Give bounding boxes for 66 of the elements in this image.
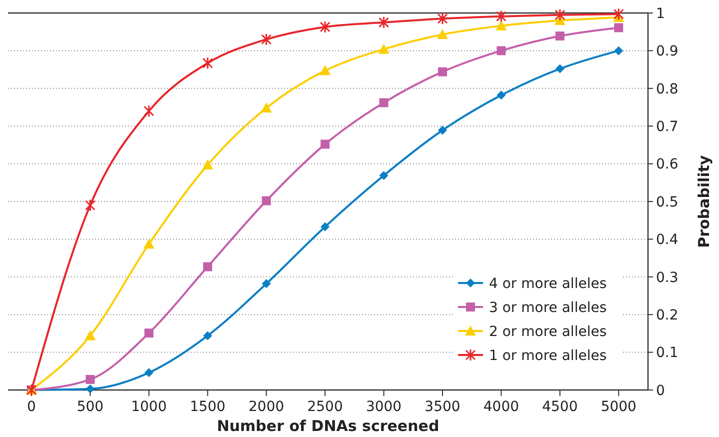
point [555, 31, 564, 40]
x-tick-label: 3500 [424, 399, 460, 415]
y-tick-label: 0.6 [656, 156, 678, 173]
point [614, 46, 624, 56]
x-tick-label: 2500 [307, 399, 343, 415]
point [144, 328, 154, 338]
point [320, 65, 331, 76]
point [438, 67, 447, 76]
legend-label: 4 or more alleles [489, 276, 607, 292]
point [86, 374, 95, 384]
point [261, 33, 272, 46]
point [144, 104, 154, 118]
point [320, 20, 330, 34]
legend-label: 2 or more alleles [489, 324, 607, 340]
x-tick-label: 1500 [190, 399, 226, 415]
y-tick-label: 0.3 [656, 270, 678, 286]
x-tick-label: 0 [27, 399, 36, 415]
point [436, 28, 448, 39]
point [262, 279, 271, 288]
point [614, 23, 624, 32]
point [144, 368, 154, 378]
point [320, 140, 330, 149]
legend-label: 1 or more alleles [489, 348, 607, 364]
point [437, 12, 448, 25]
y-tick-label: 0 [656, 382, 665, 399]
legend-label: 3 or more alleles [489, 300, 607, 316]
point [496, 20, 507, 30]
y-tick-label: 0.1 [656, 345, 678, 362]
point [260, 102, 272, 113]
point [262, 196, 271, 206]
y-tick-label: 0.7 [656, 119, 678, 135]
y-tick-label: 0.5 [656, 194, 678, 210]
y-tick-label: 0.8 [656, 81, 678, 98]
point [554, 8, 566, 22]
y-tick-label: 0.4 [656, 232, 678, 248]
point [496, 46, 506, 56]
x-axis-title: Number of DNAs screened [216, 417, 440, 435]
point [378, 44, 390, 54]
point [613, 8, 624, 20]
point [203, 331, 212, 340]
point [438, 126, 447, 135]
point [202, 56, 213, 70]
x-tick-label: 5000 [600, 399, 636, 415]
y-axis-title: Probability [695, 154, 713, 248]
point [143, 238, 154, 249]
point [202, 159, 214, 170]
point [496, 90, 506, 100]
x-tick-label: 4000 [483, 399, 520, 415]
y-tick-label: 0.9 [656, 44, 678, 60]
point [84, 330, 96, 340]
point [203, 262, 212, 272]
point [86, 384, 95, 394]
point [84, 199, 96, 212]
point [496, 10, 506, 23]
x-tick-label: 1000 [131, 399, 167, 415]
x-tick-label: 2000 [248, 399, 284, 415]
point [379, 98, 388, 108]
x-tick-label: 4500 [542, 399, 578, 415]
point [378, 16, 390, 29]
point [320, 222, 330, 232]
y-tick-label: 0.2 [656, 308, 678, 324]
x-tick-label: 500 [76, 399, 104, 415]
point [555, 64, 564, 74]
y-tick-label: 1 [656, 6, 665, 22]
point [379, 170, 388, 180]
x-tick-label: 3000 [366, 399, 402, 415]
